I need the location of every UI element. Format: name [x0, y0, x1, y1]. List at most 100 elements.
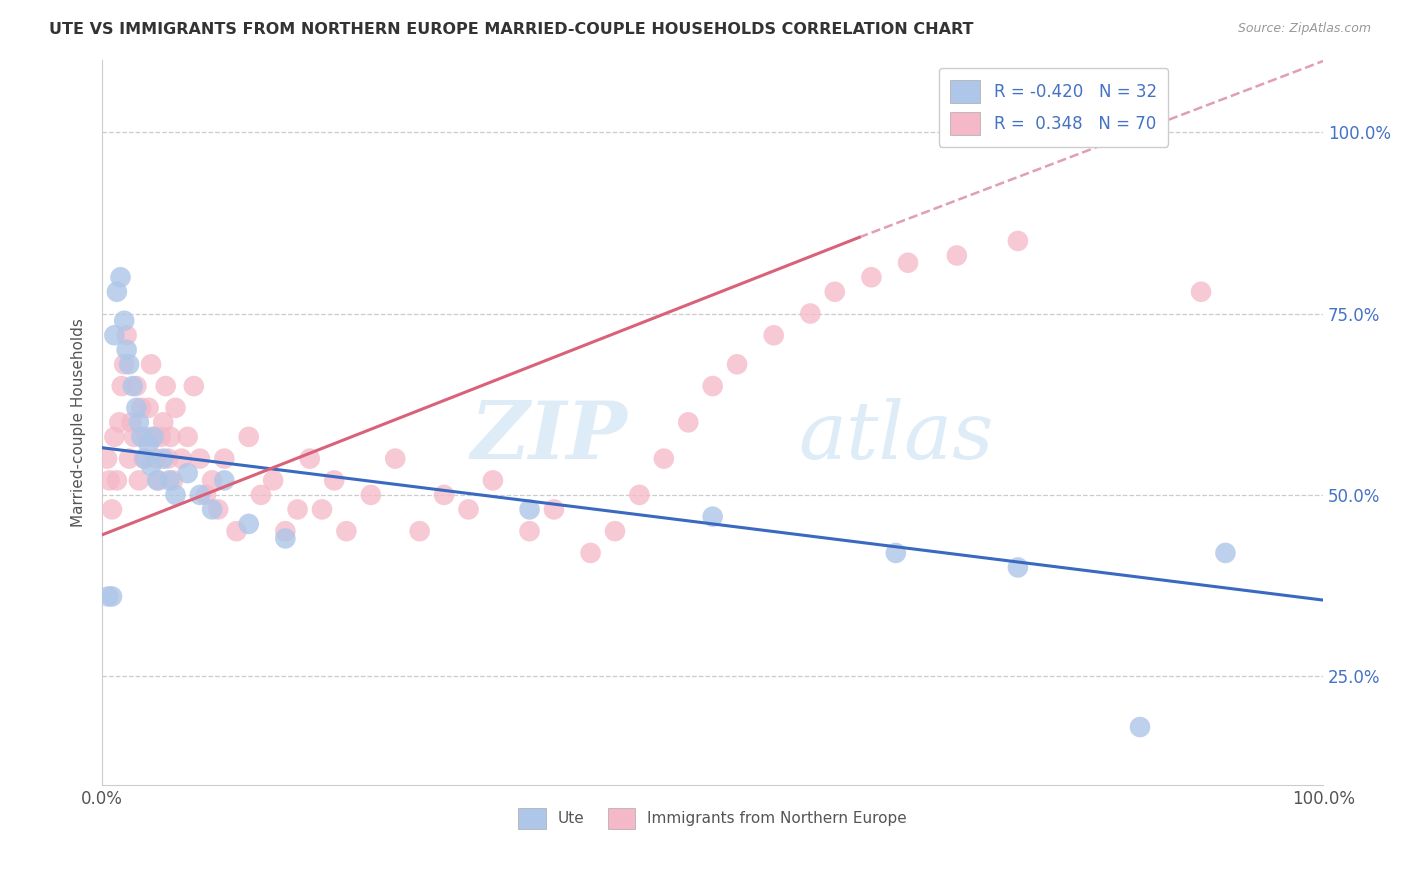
Point — [1129, 720, 1152, 734]
Point — [142, 430, 165, 444]
Point — [274, 532, 297, 546]
Point — [135, 430, 157, 444]
Point — [360, 488, 382, 502]
Point — [105, 285, 128, 299]
Point — [122, 430, 145, 444]
Point — [128, 474, 150, 488]
Point — [132, 451, 155, 466]
Point — [897, 256, 920, 270]
Point — [129, 430, 152, 444]
Point — [115, 343, 138, 357]
Point — [125, 379, 148, 393]
Point — [214, 451, 236, 466]
Point — [384, 451, 406, 466]
Point — [112, 357, 135, 371]
Point — [110, 270, 132, 285]
Text: Source: ZipAtlas.com: Source: ZipAtlas.com — [1237, 22, 1371, 36]
Point — [129, 401, 152, 415]
Point — [115, 328, 138, 343]
Point — [482, 474, 505, 488]
Point — [702, 379, 724, 393]
Point — [603, 524, 626, 538]
Point — [103, 430, 125, 444]
Point — [652, 451, 675, 466]
Point — [97, 590, 120, 604]
Point — [139, 357, 162, 371]
Point — [678, 415, 700, 429]
Text: UTE VS IMMIGRANTS FROM NORTHERN EUROPE MARRIED-COUPLE HOUSEHOLDS CORRELATION CHA: UTE VS IMMIGRANTS FROM NORTHERN EUROPE M… — [49, 22, 974, 37]
Point — [250, 488, 273, 502]
Point — [946, 248, 969, 262]
Point — [519, 502, 541, 516]
Point — [238, 516, 260, 531]
Point — [201, 474, 224, 488]
Point — [225, 524, 247, 538]
Point — [121, 415, 143, 429]
Point — [188, 488, 211, 502]
Point — [145, 451, 167, 466]
Point — [155, 379, 177, 393]
Point — [207, 502, 229, 516]
Point — [195, 488, 218, 502]
Point — [1189, 285, 1212, 299]
Point — [105, 474, 128, 488]
Point — [125, 401, 148, 415]
Point — [157, 474, 180, 488]
Point — [543, 502, 565, 516]
Text: ZIP: ZIP — [471, 398, 627, 475]
Point — [159, 430, 181, 444]
Point — [579, 546, 602, 560]
Point — [152, 451, 174, 466]
Point — [118, 451, 141, 466]
Point — [183, 379, 205, 393]
Point — [274, 524, 297, 538]
Point — [176, 466, 198, 480]
Point — [201, 502, 224, 516]
Point — [96, 451, 118, 466]
Point — [157, 451, 180, 466]
Point — [1215, 546, 1237, 560]
Point — [298, 451, 321, 466]
Point — [98, 474, 121, 488]
Point — [134, 451, 156, 466]
Point — [101, 590, 124, 604]
Point — [702, 509, 724, 524]
Point — [148, 474, 170, 488]
Point — [262, 474, 284, 488]
Point — [335, 524, 357, 538]
Point — [138, 401, 160, 415]
Y-axis label: Married-couple Households: Married-couple Households — [72, 318, 86, 527]
Legend: Ute, Immigrants from Northern Europe: Ute, Immigrants from Northern Europe — [512, 802, 914, 836]
Point — [128, 415, 150, 429]
Point — [111, 379, 134, 393]
Point — [101, 502, 124, 516]
Point — [142, 430, 165, 444]
Point — [433, 488, 456, 502]
Point — [112, 314, 135, 328]
Point — [628, 488, 651, 502]
Point — [165, 488, 187, 502]
Point — [519, 524, 541, 538]
Point — [860, 270, 883, 285]
Point — [457, 502, 479, 516]
Point — [138, 437, 160, 451]
Point — [824, 285, 846, 299]
Point — [162, 474, 184, 488]
Point — [1007, 234, 1029, 248]
Point — [408, 524, 430, 538]
Point — [1007, 560, 1029, 574]
Point — [799, 306, 821, 320]
Point — [165, 401, 187, 415]
Point — [188, 451, 211, 466]
Point — [121, 379, 143, 393]
Point — [238, 430, 260, 444]
Point — [108, 415, 131, 429]
Point — [884, 546, 907, 560]
Point — [118, 357, 141, 371]
Point — [762, 328, 785, 343]
Point — [287, 502, 309, 516]
Point — [139, 458, 162, 473]
Point — [146, 474, 169, 488]
Point — [323, 474, 346, 488]
Point — [103, 328, 125, 343]
